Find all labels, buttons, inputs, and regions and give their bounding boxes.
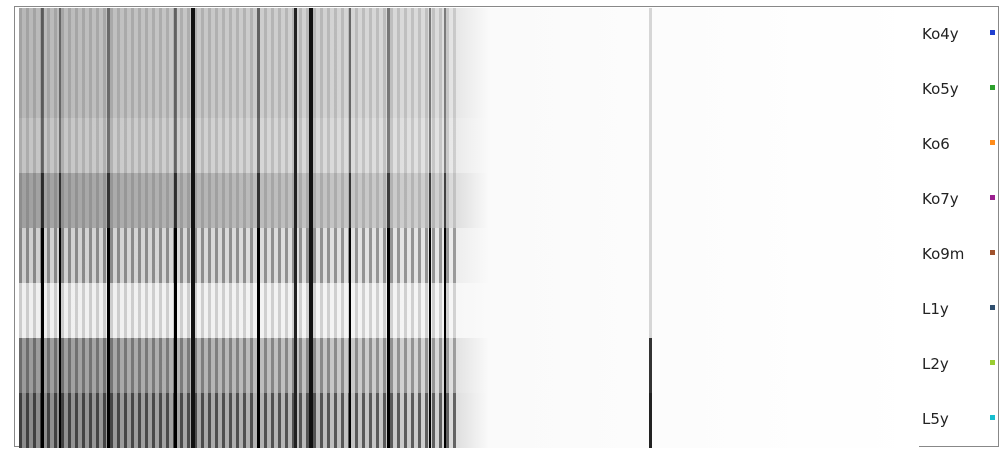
lane-swatch bbox=[990, 30, 995, 35]
lane bbox=[19, 118, 919, 173]
lane-swatch bbox=[990, 250, 995, 255]
lane-swatch bbox=[990, 360, 995, 365]
lane-swatch bbox=[990, 415, 995, 420]
page: (() => { const data = JSON.parse(documen… bbox=[0, 0, 1004, 450]
lane-label: Ko6 bbox=[922, 135, 950, 153]
lane-swatch bbox=[990, 85, 995, 90]
lane-label: L1y bbox=[922, 300, 949, 318]
lane-label: Ko9m bbox=[922, 245, 964, 263]
gel-view bbox=[14, 6, 999, 447]
lane-swatch bbox=[990, 305, 995, 310]
lane bbox=[19, 393, 919, 448]
lane bbox=[19, 173, 919, 228]
lane-label: Ko4y bbox=[922, 25, 959, 43]
lane bbox=[19, 338, 919, 393]
lane bbox=[19, 63, 919, 118]
lane-swatch bbox=[990, 140, 995, 145]
lane bbox=[19, 8, 919, 63]
lane-label: L5y bbox=[922, 410, 949, 428]
lane-label: Ko5y bbox=[922, 80, 959, 98]
lanes bbox=[19, 8, 919, 448]
lane bbox=[19, 283, 919, 338]
lane-label: L2y bbox=[922, 355, 949, 373]
lane-swatch bbox=[990, 195, 995, 200]
lane bbox=[19, 228, 919, 283]
lane-label: Ko7y bbox=[922, 190, 959, 208]
